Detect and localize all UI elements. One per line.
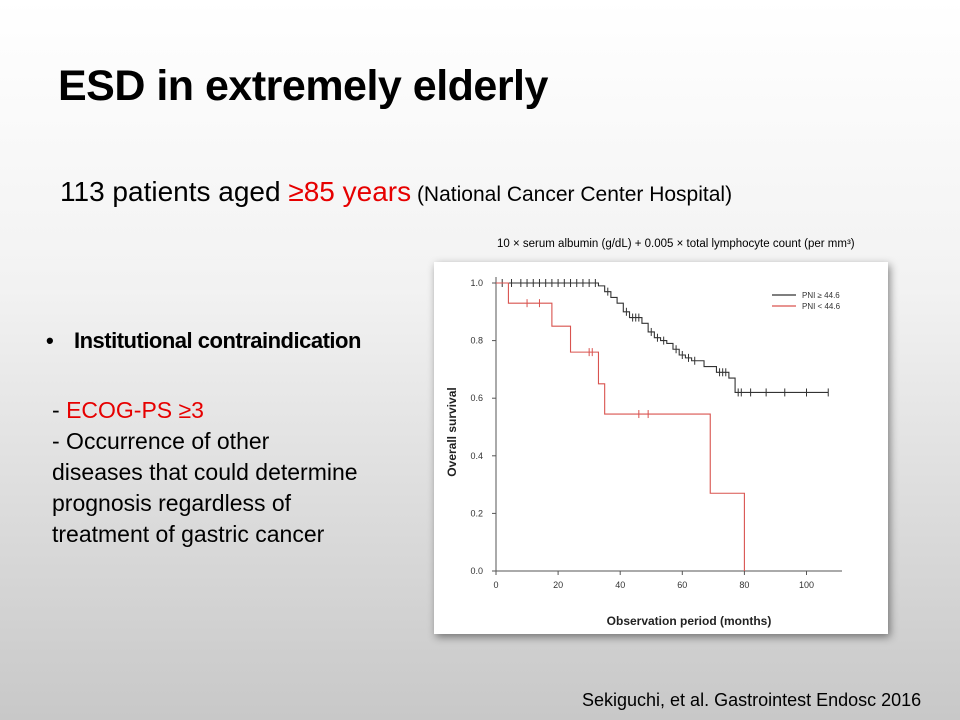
y-tick-label: 0.4 bbox=[470, 451, 483, 461]
criteria-dash: - bbox=[52, 397, 67, 423]
subtitle-count: 113 patients aged bbox=[60, 176, 289, 207]
x-tick-label: 0 bbox=[493, 580, 498, 590]
legend-label-1: PNI ≥ 44.6 bbox=[802, 291, 840, 300]
y-tick-label: 0.2 bbox=[470, 508, 483, 518]
criteria-line-2: - Occurrence of other bbox=[52, 428, 270, 454]
x-tick-label: 20 bbox=[553, 580, 563, 590]
citation: Sekiguchi, et al. Gastrointest Endosc 20… bbox=[582, 690, 922, 710]
contraindication-list: - ECOG-PS ≥3 - Occurrence of other disea… bbox=[52, 395, 358, 550]
bullet-heading: • Institutional contraindication bbox=[46, 328, 361, 354]
y-tick-label: 1.0 bbox=[470, 278, 483, 288]
y-axis-label: Overall survival bbox=[445, 387, 459, 476]
bullet-dot-icon: • bbox=[46, 328, 54, 353]
slide-title: ESD in extremely elderly bbox=[58, 62, 548, 110]
criteria-line-3: diseases that could determine bbox=[52, 459, 358, 485]
criteria-line-5: treatment of gastric cancer bbox=[52, 521, 325, 547]
bullet-label: Institutional contraindication bbox=[74, 328, 361, 353]
x-tick-label: 100 bbox=[799, 580, 814, 590]
criteria-line-4: prognosis regardless of bbox=[52, 490, 292, 516]
x-axis-label: Observation period (months) bbox=[607, 614, 772, 628]
km-chart-panel: 0 20 40 60 80 100 0.0 0.2 0.4 0.6 0.8 1.0 Observatio… bbox=[434, 262, 888, 634]
y-tick-label: 0.0 bbox=[470, 566, 483, 576]
study-subtitle: 113 patients aged ≥85 years (National Ca… bbox=[60, 176, 732, 208]
x-tick-label: 80 bbox=[739, 580, 749, 590]
pni-formula: 10 × serum albumin (g/dL) + 0.005 × tota… bbox=[497, 238, 855, 250]
subtitle-age: ≥85 years bbox=[288, 176, 412, 207]
y-tick-label: 0.8 bbox=[470, 336, 483, 346]
subtitle-institution: (National Cancer Center Hospital) bbox=[411, 183, 733, 206]
x-tick-label: 40 bbox=[615, 580, 625, 590]
criteria-ecog: ECOG-PS ≥3 bbox=[66, 397, 204, 423]
y-tick-label: 0.6 bbox=[470, 393, 483, 403]
km-survival-chart: 0 20 40 60 80 100 0.0 0.2 0.4 0.6 0.8 1.0 Observatio… bbox=[445, 277, 842, 628]
series-line-2 bbox=[496, 282, 745, 571]
x-tick-label: 60 bbox=[677, 580, 687, 590]
legend-label-2: PNI < 44.6 bbox=[802, 302, 841, 311]
series-line-1 bbox=[496, 282, 829, 393]
criteria-line-1: - ECOG-PS ≥3 bbox=[52, 395, 358, 426]
